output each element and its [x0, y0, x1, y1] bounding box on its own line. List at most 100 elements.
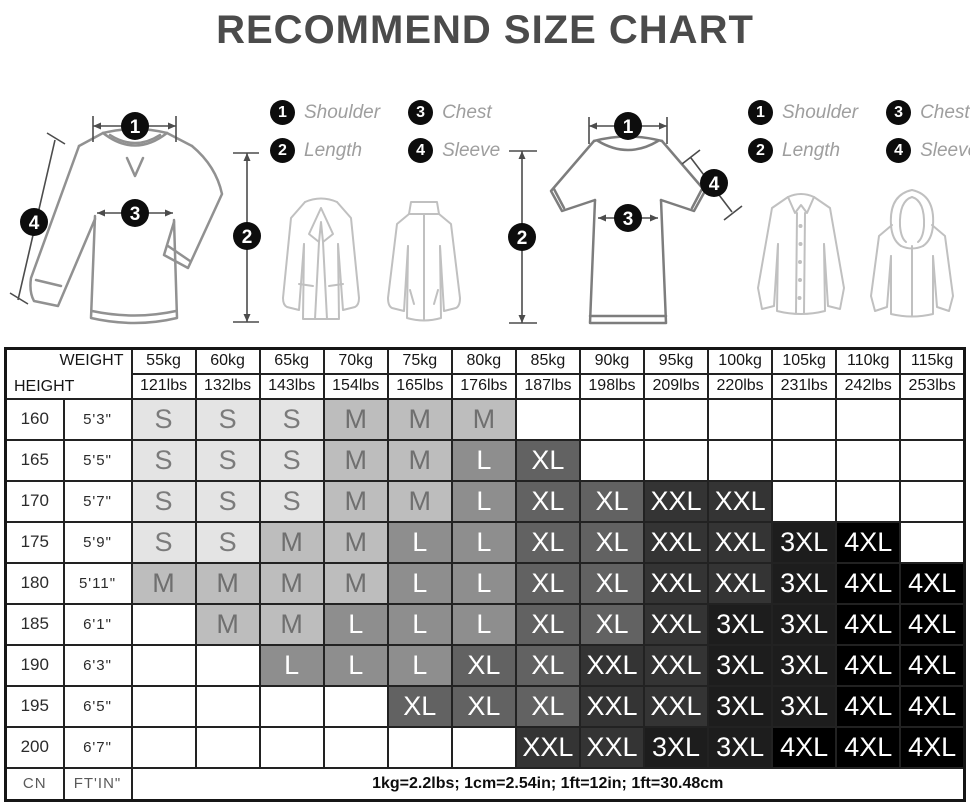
measurement-legend-left: 1 Shoulder 3 Chest 2 Length 4 Sleeve: [270, 100, 500, 163]
marker-1-icon: 1: [748, 100, 773, 125]
weight-kg-header: 110kg: [835, 347, 902, 375]
legend-label-sleeve: Sleeve: [442, 139, 501, 161]
size-cell: [771, 397, 838, 441]
size-cell: XL: [514, 438, 581, 482]
measurement-legend-right: 1 Shoulder 3 Chest 2 Length 4 Sleeve: [748, 100, 970, 163]
measure-marker-4: 4: [700, 169, 728, 197]
size-cell: 4XL: [835, 725, 902, 769]
svg-text:4: 4: [29, 213, 40, 234]
size-cell: 4XL: [899, 643, 966, 687]
size-cell: [899, 520, 966, 564]
marker-3-icon: 3: [886, 100, 912, 125]
conversion-note: 1kg=2.2lbs; 1cm=2.54in; 1ft=12in; 1ft=30…: [130, 766, 966, 802]
legend-label-shoulder: Shoulder: [304, 101, 381, 123]
measure-marker-3: 3: [121, 199, 149, 227]
marker-3-icon: 3: [408, 100, 434, 125]
size-cell: [194, 725, 261, 769]
size-cell: L: [258, 643, 325, 687]
size-cell: [771, 479, 838, 523]
size-cell: M: [258, 520, 325, 564]
marker-1-icon: 1: [270, 100, 295, 125]
size-cell: XXL: [642, 643, 710, 687]
weight-axis-label: WEIGHT: [59, 352, 124, 369]
size-cell: XL: [514, 684, 581, 728]
size-cell: 4XL: [771, 725, 838, 769]
height-ftin-cell: 5'3": [62, 397, 133, 441]
size-cell: [386, 725, 453, 769]
size-cell: [642, 397, 710, 441]
size-cell: M: [386, 397, 453, 441]
size-cell: S: [258, 397, 325, 441]
size-cell: XL: [514, 479, 581, 523]
footer-row: CN FT'IN" 1kg=2.2lbs; 1cm=2.54in; 1ft=12in…: [4, 766, 966, 802]
size-cell: 3XL: [642, 725, 710, 769]
table-row: 195 6'5" XL XL XL XXL XXL 3XL 3XL 4XL 4XL: [4, 684, 966, 728]
size-cell: [194, 684, 261, 728]
size-cell: XL: [514, 561, 581, 605]
size-cell: XL: [386, 684, 453, 728]
legend-label-length: Length: [304, 139, 363, 161]
size-cell: 3XL: [771, 684, 838, 728]
height-ftin-unit: FT'IN": [62, 766, 133, 802]
marker-2-icon: 2: [748, 138, 773, 163]
weight-lbs-header: 143lbs: [258, 372, 325, 400]
size-cell: L: [450, 602, 517, 646]
size-cell: XL: [514, 602, 581, 646]
legend-label-shoulder: Shoulder: [782, 101, 859, 123]
size-cell: M: [322, 438, 389, 482]
weight-lbs-header: 253lbs: [899, 372, 966, 400]
weight-lbs-header: 154lbs: [322, 372, 389, 400]
legend-item-chest: 3 Chest: [408, 100, 500, 125]
size-cell: 3XL: [771, 643, 838, 687]
size-cell: XXL: [642, 684, 710, 728]
table-corner-header: WEIGHT HEIGHT: [4, 347, 133, 400]
measure-marker-3: 3: [614, 204, 642, 232]
size-cell: XL: [578, 520, 646, 564]
weight-kg-header: 75kg: [386, 347, 453, 375]
legend-item-shoulder: 1 Shoulder: [748, 100, 858, 125]
size-cell: L: [450, 561, 517, 605]
size-cell: [707, 397, 774, 441]
svg-text:1: 1: [623, 117, 634, 138]
legend-item-sleeve: 4 Sleeve: [886, 138, 970, 163]
size-cell: M: [194, 561, 261, 605]
size-cell: M: [322, 479, 389, 523]
weight-kg-header: 100kg: [707, 347, 774, 375]
size-cell: [835, 479, 902, 523]
size-cell: [130, 684, 197, 728]
size-cell: XXL: [642, 561, 710, 605]
size-cell: XXL: [707, 520, 774, 564]
legend-label-sleeve: Sleeve: [920, 139, 970, 161]
size-cell: 4XL: [835, 643, 902, 687]
size-cell: M: [130, 561, 197, 605]
measurement-lines: [9, 116, 259, 323]
size-cell: M: [322, 397, 389, 441]
legend-label-chest: Chest: [442, 101, 492, 123]
size-cell: [130, 725, 197, 769]
table-row: 170 5'7" S S S M M L XL XL XXL XXL: [4, 479, 966, 523]
measurement-lines: [509, 117, 743, 324]
tshirt-measurement-diagram: 1 2 3 4: [508, 112, 743, 325]
height-ftin-cell: 6'3": [62, 643, 133, 687]
height-cm-cell: 170: [4, 479, 65, 523]
size-cell: [642, 438, 710, 482]
weight-kg-header: 60kg: [194, 347, 261, 375]
table-row: 200 6'7" XXL XXL 3XL 3XL 4XL 4XL 4XL: [4, 725, 966, 769]
height-cm-cell: 175: [4, 520, 65, 564]
size-cell: [899, 479, 966, 523]
size-cell: 4XL: [899, 561, 966, 605]
weight-kg-header: 70kg: [322, 347, 389, 375]
weight-kg-header: 90kg: [578, 347, 646, 375]
size-cell: M: [386, 479, 453, 523]
height-ftin-cell: 6'1": [62, 602, 133, 646]
size-cell: [771, 438, 838, 482]
hoodie-icon: [870, 189, 954, 318]
height-cm-cell: 180: [4, 561, 65, 605]
tshirt-drawing: [549, 135, 707, 325]
weight-kg-header: 95kg: [642, 347, 710, 375]
size-cell: [194, 643, 261, 687]
weight-kg-header: 55kg: [130, 347, 197, 375]
size-cell: S: [130, 397, 197, 441]
size-cell: S: [130, 520, 197, 564]
